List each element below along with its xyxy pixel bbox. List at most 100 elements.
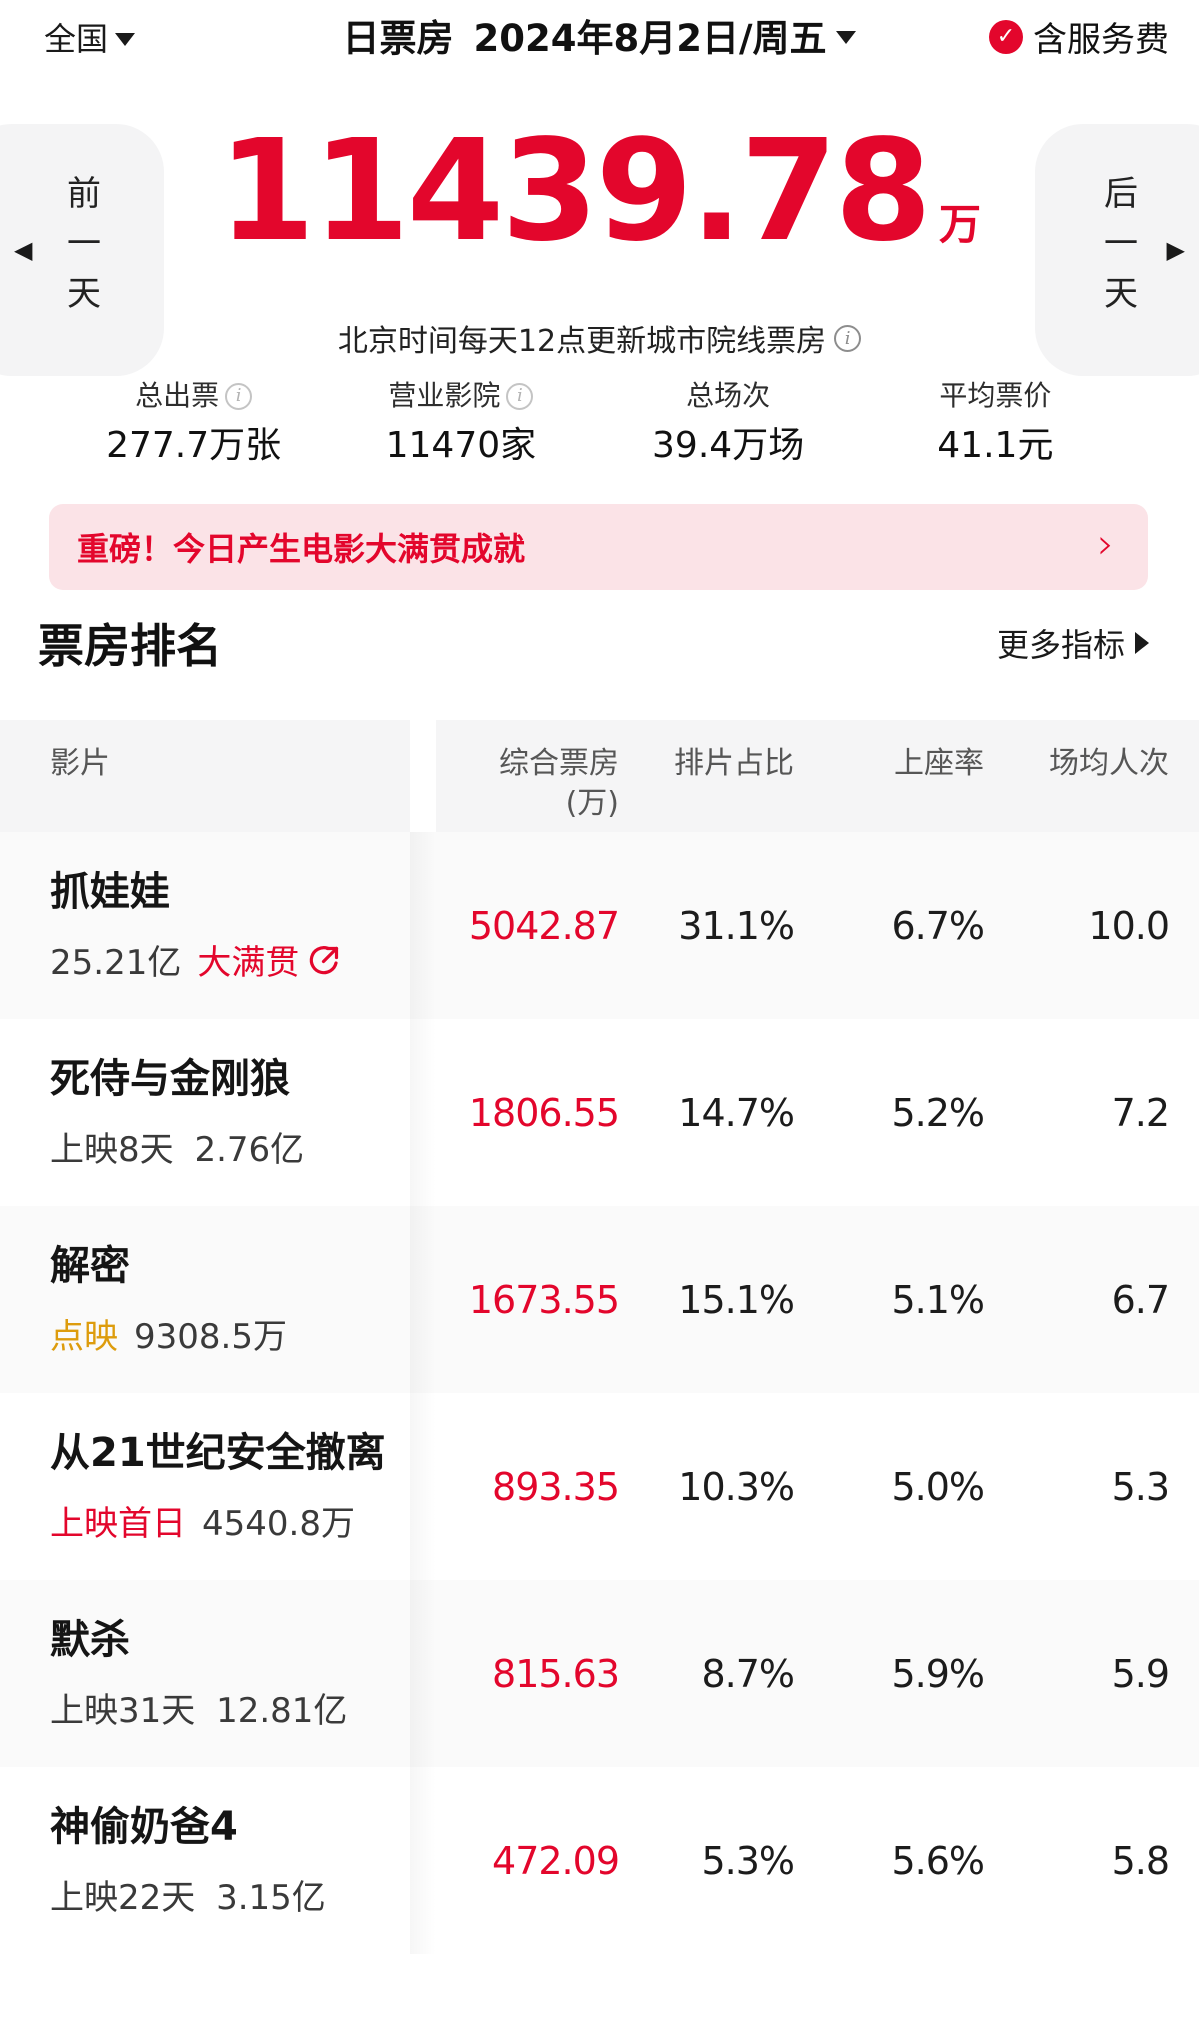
chevron-right-icon: › bbox=[1097, 519, 1114, 568]
info-icon[interactable]: i bbox=[225, 382, 253, 410]
boxoffice-value: 815.63 bbox=[492, 1651, 620, 1696]
achievement-banner[interactable]: 重磅！今日产生电影大满贯成就 › bbox=[49, 504, 1148, 590]
movie-title: 解密 bbox=[50, 1243, 130, 1289]
avg-value: 10.0 bbox=[1088, 903, 1170, 948]
movie-detail: 25.21亿 bbox=[50, 943, 182, 983]
movie-achievement-tag[interactable]: 大满贯 bbox=[197, 943, 300, 983]
next-day-label: 后一天 bbox=[1097, 175, 1138, 325]
header-film: 影片 bbox=[50, 746, 110, 781]
check-circle-icon: ✓ bbox=[989, 19, 1023, 54]
movie-title: 从21世纪安全撤离 bbox=[50, 1430, 386, 1476]
film-cell: 死侍与金刚狼 上映8天 2.76亿 bbox=[50, 1026, 414, 1199]
film-cell: 解密 点映 9308.5万 bbox=[50, 1213, 414, 1386]
hero-section: ◀ 前一天 后一天 ▶ 11439.78 万 北京时间每天12点更新城市院线票房 … bbox=[0, 66, 1199, 376]
caret-down-icon bbox=[836, 30, 857, 44]
total-boxoffice-value: 11439.78 万 bbox=[0, 122, 1199, 262]
stat-value: 41.1元 bbox=[937, 425, 1054, 466]
header-avg: 场均人次 bbox=[1049, 746, 1169, 781]
region-selector[interactable]: 全国 bbox=[44, 14, 136, 60]
ratio-value: 5.3% bbox=[701, 1838, 795, 1883]
avg-value: 7.2 bbox=[1111, 1090, 1170, 1135]
film-cell: 从21世纪安全撤离 上映首日 4540.8万 bbox=[50, 1400, 414, 1573]
prev-day-label: 前一天 bbox=[60, 175, 101, 325]
unit-label: 万 bbox=[939, 200, 982, 249]
table-row[interactable]: 死侍与金刚狼 上映8天 2.76亿 1806.55 14.7% 5.2% 7.2 bbox=[0, 1019, 1199, 1206]
stat-item: 总出票 i 277.7万张 bbox=[60, 376, 327, 470]
region-label: 全国 bbox=[44, 20, 109, 58]
movie-subline: 上映首日 4540.8万 bbox=[50, 1496, 394, 1545]
avg-value: 5.3 bbox=[1111, 1464, 1170, 1509]
movie-title: 死侍与金刚狼 bbox=[50, 1056, 290, 1102]
update-note-text: 北京时间每天12点更新城市院线票房 bbox=[337, 324, 827, 359]
next-day-button[interactable]: 后一天 ▶ bbox=[1035, 124, 1199, 376]
table-body: 抓娃娃 25.21亿 大满贯 5042.87 31.1% 6.7% 10.0 死… bbox=[0, 832, 1199, 1954]
boxoffice-value: 472.09 bbox=[492, 1838, 620, 1883]
ratio-value: 8.7% bbox=[701, 1651, 795, 1696]
ratio-value: 14.7% bbox=[678, 1090, 795, 1135]
arrow-left-icon: ◀ bbox=[14, 236, 33, 264]
date-selector[interactable]: 日票房 2024年8月2日/周五 bbox=[343, 8, 857, 62]
movie-subline: 上映22天 3.15亿 bbox=[50, 1870, 394, 1919]
table-row[interactable]: 解密 点映 9308.5万 1673.55 15.1% 5.1% 6.7 bbox=[0, 1206, 1199, 1393]
prev-day-button[interactable]: ◀ 前一天 bbox=[0, 124, 164, 376]
service-fee-label: 含服务费 bbox=[1033, 20, 1169, 60]
occupancy-value: 6.7% bbox=[891, 903, 985, 948]
movie-title: 默杀 bbox=[50, 1617, 130, 1663]
stat-label: 平均票价 bbox=[939, 379, 1052, 412]
header-boxoffice: 综合票房 (万) bbox=[414, 744, 619, 824]
total-boxoffice-number: 11439.78 bbox=[217, 110, 932, 273]
banner-text: 重磅！今日产生电影大满贯成就 bbox=[77, 530, 526, 568]
page-title: 票房排名 bbox=[38, 619, 222, 673]
occupancy-value: 5.2% bbox=[891, 1090, 985, 1135]
occupancy-value: 5.1% bbox=[891, 1277, 985, 1322]
movie-subline: 点映 9308.5万 bbox=[50, 1309, 394, 1358]
stat-item: 营业影院 i 11470家 bbox=[327, 376, 594, 470]
movie-detail: 9308.5万 bbox=[134, 1317, 287, 1357]
movie-detail: 4540.8万 bbox=[202, 1504, 355, 1544]
stat-value: 39.4万场 bbox=[652, 425, 805, 466]
header-boxoffice-unit: (万) bbox=[565, 786, 619, 821]
update-note: 北京时间每天12点更新城市院线票房 i bbox=[0, 316, 1199, 360]
table-row[interactable]: 抓娃娃 25.21亿 大满贯 5042.87 31.1% 6.7% 10.0 bbox=[0, 832, 1199, 1019]
service-fee-toggle[interactable]: ✓ 含服务费 bbox=[989, 12, 1169, 61]
occupancy-value: 5.0% bbox=[891, 1464, 985, 1509]
avg-value: 5.8 bbox=[1111, 1838, 1170, 1883]
triangle-right-icon bbox=[1135, 632, 1149, 654]
external-link-icon[interactable] bbox=[307, 942, 343, 978]
stat-label: 营业影院 bbox=[388, 379, 501, 412]
film-cell: 默杀 上映31天 12.81亿 bbox=[50, 1587, 414, 1760]
boxoffice-value: 1673.55 bbox=[468, 1277, 620, 1322]
boxoffice-value: 1806.55 bbox=[468, 1090, 620, 1135]
stat-item: 总场次 i 39.4万场 bbox=[595, 376, 862, 470]
top-bar: 全国 日票房 2024年8月2日/周五 ✓ 含服务费 bbox=[0, 0, 1199, 66]
movie-detail: 上映22天 3.15亿 bbox=[50, 1878, 326, 1918]
info-icon[interactable]: i bbox=[506, 382, 534, 410]
ratio-value: 15.1% bbox=[678, 1277, 795, 1322]
movie-subline: 上映8天 2.76亿 bbox=[50, 1122, 394, 1171]
movie-status-tag: 上映首日 bbox=[50, 1504, 186, 1544]
table-row[interactable]: 默杀 上映31天 12.81亿 815.63 8.7% 5.9% 5.9 bbox=[0, 1580, 1199, 1767]
movie-title: 神偷奶爸4 bbox=[50, 1804, 238, 1850]
table-row[interactable]: 从21世纪安全撤离 上映首日 4540.8万 893.35 10.3% 5.0%… bbox=[0, 1393, 1199, 1580]
table-row[interactable]: 神偷奶爸4 上映22天 3.15亿 472.09 5.3% 5.6% 5.8 bbox=[0, 1767, 1199, 1954]
ranking-section-header: 票房排名 更多指标 bbox=[0, 614, 1199, 673]
ratio-value: 31.1% bbox=[678, 903, 795, 948]
column-gap bbox=[410, 720, 436, 832]
stat-value: 11470家 bbox=[385, 425, 537, 466]
avg-value: 6.7 bbox=[1111, 1277, 1170, 1322]
caret-down-icon bbox=[115, 32, 136, 46]
stat-item: 平均票价 i 41.1元 bbox=[862, 376, 1129, 470]
occupancy-value: 5.9% bbox=[891, 1651, 985, 1696]
arrow-right-icon: ▶ bbox=[1166, 236, 1185, 264]
movie-detail: 上映8天 2.76亿 bbox=[50, 1130, 305, 1170]
movie-detail: 上映31天 12.81亿 bbox=[50, 1691, 348, 1731]
stat-value: 277.7万张 bbox=[106, 425, 282, 466]
ratio-value: 10.3% bbox=[678, 1464, 795, 1509]
more-metrics-link[interactable]: 更多指标 bbox=[997, 620, 1149, 666]
stat-label: 总出票 bbox=[135, 379, 220, 412]
movie-title: 抓娃娃 bbox=[50, 869, 170, 915]
info-icon[interactable]: i bbox=[834, 324, 862, 352]
header-ratio: 排片占比 bbox=[674, 746, 794, 781]
date-label: 2024年8月2日/周五 bbox=[473, 17, 827, 60]
stat-label: 总场次 bbox=[686, 379, 771, 412]
